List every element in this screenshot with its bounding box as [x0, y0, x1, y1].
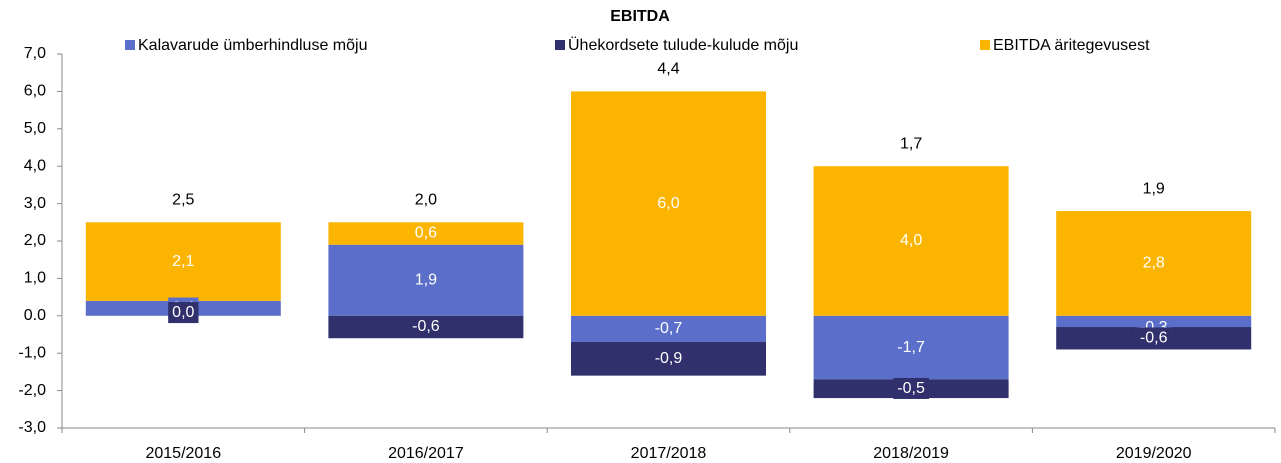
legend-label: Ühekordsete tulude-kulude mõju — [568, 36, 798, 54]
data-label-box — [168, 302, 199, 324]
data-label: -0,7 — [655, 320, 683, 337]
data-label-box — [1138, 252, 1169, 274]
data-label-box — [893, 377, 929, 399]
data-label-box — [168, 250, 199, 272]
data-label: 4,0 — [900, 232, 922, 249]
data-label: -0,6 — [412, 318, 440, 335]
chart-title: EBITDA — [610, 8, 670, 25]
data-label: 2,8 — [1143, 255, 1165, 272]
y-tick-label: 5,0 — [24, 120, 46, 137]
data-label: 0,0 — [172, 304, 194, 321]
x-tick-label: 2019/2020 — [1116, 445, 1192, 462]
data-label-box — [893, 336, 929, 358]
data-label-box — [650, 348, 687, 370]
data-label: 0,6 — [415, 225, 437, 242]
data-label: 2,1 — [172, 253, 194, 270]
y-tick-label: 0.0 — [24, 307, 46, 324]
x-tick-label: 2017/2018 — [631, 445, 707, 462]
total-label: 1,7 — [900, 135, 922, 152]
total-label: 2,5 — [172, 192, 194, 209]
y-tick-label: 7,0 — [24, 45, 46, 62]
y-tick-label: 3,0 — [24, 195, 46, 212]
legend-label: Kalavarude ümberhindluse mõju — [138, 37, 367, 54]
total-label: 1,9 — [1143, 180, 1165, 197]
y-tick-label: 4,0 — [24, 157, 46, 174]
data-label-box — [408, 316, 444, 338]
data-label-box — [1135, 327, 1172, 349]
data-label: -0,6 — [1140, 329, 1168, 346]
data-label: -1,7 — [897, 339, 925, 356]
y-tick-label: -2,0 — [18, 382, 46, 399]
x-tick-label: 2018/2019 — [873, 445, 949, 462]
legend-swatch — [125, 40, 135, 50]
data-label: -0,5 — [897, 380, 925, 397]
data-label-box — [653, 192, 684, 214]
data-label-box — [410, 222, 442, 244]
y-tick-label: -1,0 — [18, 344, 46, 361]
total-label: 4,4 — [657, 61, 679, 78]
x-tick-label: 2015/2016 — [145, 445, 221, 462]
y-tick-label: 1,0 — [24, 270, 46, 287]
y-tick-label: -3,0 — [18, 419, 46, 436]
legend-label: EBITDA äritegevusest — [993, 37, 1150, 54]
x-tick-label: 2016/2017 — [388, 445, 464, 462]
y-tick-label: 2,0 — [24, 232, 46, 249]
data-label: 1,9 — [415, 271, 437, 288]
y-tick-label: 6,0 — [24, 83, 46, 100]
data-label-box — [895, 230, 927, 252]
legend-swatch — [980, 40, 990, 50]
data-label: -0,9 — [655, 350, 683, 367]
data-label-box — [650, 318, 687, 340]
data-labels: 0,40,02,12,51,9-0,60,62,0-0,7-0,96,04,4-… — [168, 61, 1172, 399]
legend-swatch — [555, 40, 565, 50]
total-label: 2,0 — [415, 192, 437, 209]
data-label-box — [410, 269, 442, 291]
data-label: 6,0 — [657, 195, 679, 212]
